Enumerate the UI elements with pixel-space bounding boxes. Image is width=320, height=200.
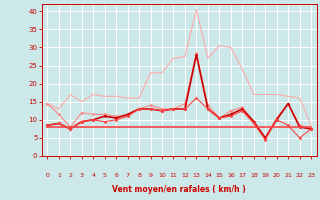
Text: Vent moyen/en rafales ( km/h ): Vent moyen/en rafales ( km/h )	[112, 185, 246, 194]
